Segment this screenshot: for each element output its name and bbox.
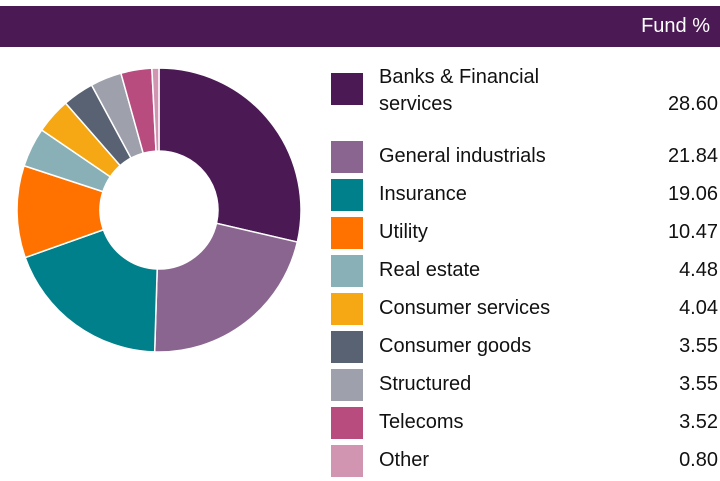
legend-swatch-structured — [331, 369, 363, 401]
legend-row-banks-financial-services: Banks & Financial services 28.60 — [331, 64, 720, 128]
legend-swatch-real-estate — [331, 255, 363, 287]
donut-slice-general-industrials — [153, 222, 299, 353]
legend-value-other: 0.80 — [679, 449, 718, 471]
legend-row-consumer-services: Consumer services 4.04 — [331, 291, 720, 329]
legend-value-general-industrials: 21.84 — [667, 145, 718, 167]
legend-label-utility: Utility — [379, 221, 428, 243]
legend-value-utility: 10.47 — [667, 221, 718, 243]
legend-label-insurance: Insurance — [379, 183, 467, 205]
legend-value-real-estate: 4.48 — [679, 259, 718, 281]
legend-row-utility: Utility 10.47 — [331, 215, 720, 253]
legend-value-structured: 3.55 — [679, 373, 718, 395]
legend-label-real-estate: Real estate — [379, 259, 481, 281]
legend-value-banks-financial-services: 28.60 — [667, 93, 718, 115]
legend-row-structured: Structured 3.55 — [331, 367, 720, 405]
donut-chart — [16, 67, 302, 353]
fund-percent-header: Fund % — [641, 15, 710, 37]
legend-swatch-consumer-services — [331, 293, 363, 325]
legend-swatch-consumer-goods — [331, 331, 363, 363]
legend-value-telecoms: 3.52 — [679, 411, 718, 433]
legend-label-consumer-goods: Consumer goods — [379, 335, 532, 357]
legend-row-telecoms: Telecoms 3.52 — [331, 405, 720, 443]
legend-row-real-estate: Real estate 4.48 — [331, 253, 720, 291]
legend-label-consumer-services: Consumer services — [379, 297, 551, 319]
legend-value-insurance: 19.06 — [667, 183, 718, 205]
legend-label-other: Other — [379, 449, 430, 471]
legend-label-banks-financial-services-line-1: Banks & Financial — [379, 66, 540, 88]
legend-label-banks-financial-services-line-2: services — [379, 93, 453, 115]
legend-label-general-industrials: General industrials — [379, 145, 546, 167]
legend-row-other: Other 0.80 — [331, 443, 720, 481]
legend-swatch-utility — [331, 217, 363, 249]
donut-slice-insurance — [24, 228, 158, 353]
legend-label-telecoms: Telecoms — [379, 411, 464, 433]
legend-row-insurance: Insurance 19.06 — [331, 177, 720, 215]
legend-swatch-other — [331, 445, 363, 477]
legend-label-structured: Structured — [379, 373, 472, 395]
legend-value-consumer-goods: 3.55 — [679, 335, 718, 357]
legend-swatch-insurance — [331, 179, 363, 211]
table-header-bar: Fund % — [0, 6, 720, 47]
donut-slice-banks-financial-services — [158, 67, 302, 243]
legend-swatch-general-industrials — [331, 141, 363, 173]
legend-swatch-banks-financial-services — [331, 73, 363, 105]
legend-value-consumer-services: 4.04 — [679, 297, 718, 319]
legend-row-consumer-goods: Consumer goods 3.55 — [331, 329, 720, 367]
donut-slice-other — [151, 67, 160, 152]
legend-row-general-industrials: General industrials 21.84 — [331, 139, 720, 177]
legend-swatch-telecoms — [331, 407, 363, 439]
